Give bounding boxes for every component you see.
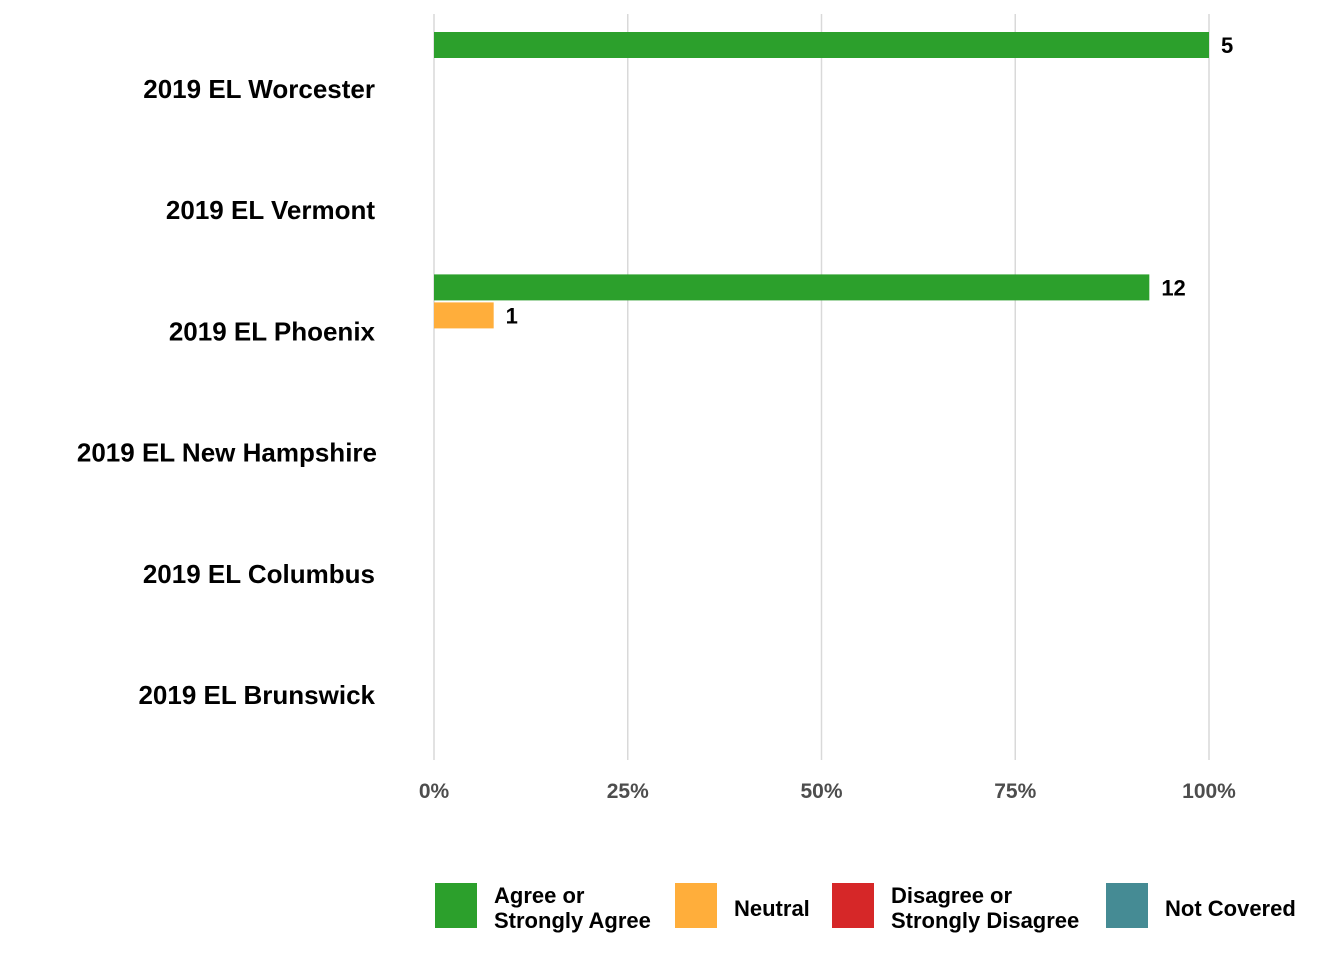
x-tick-label: 25%: [607, 780, 649, 803]
legend-swatch: [1106, 883, 1148, 928]
x-tick-label: 0%: [419, 780, 450, 803]
category-label: 2019 EL Worcester: [143, 74, 375, 104]
legend-label: Disagree or Strongly Disagree: [891, 883, 1079, 933]
bars: 5 12 1: [434, 32, 1233, 329]
bar: [434, 274, 1150, 301]
legend: Agree or Strongly Agree Neutral Disagree or…: [435, 883, 1296, 933]
bar-data-label: 1: [506, 303, 518, 328]
bar: [434, 32, 1209, 58]
x-tick-label: 50%: [800, 780, 842, 803]
legend-label: Neutral: [734, 896, 810, 921]
x-tick-label: 100%: [1182, 780, 1236, 803]
legend-swatch: [675, 883, 717, 928]
category-label: 2019 EL Phoenix: [169, 316, 376, 346]
category-label: 2019 EL Brunswick: [138, 680, 375, 710]
category-label: 2019 EL Vermont: [166, 195, 375, 225]
legend-label: Agree or Strongly Agree: [494, 883, 651, 933]
bar: [434, 302, 494, 329]
bar-data-label: 12: [1161, 275, 1185, 300]
category-label: 2019 EL New Hampshire: [77, 438, 377, 468]
x-tick-label: 75%: [994, 780, 1036, 803]
gridlines: [433, 14, 1210, 760]
category-label: 2019 EL Columbus: [143, 559, 375, 589]
legend-swatch: [435, 883, 477, 928]
bar-data-label: 5: [1221, 33, 1233, 58]
legend-swatch: [832, 883, 874, 928]
category-labels: 2019 EL Worcester 2019 EL Vermont 2019 EL …: [77, 74, 377, 710]
legend-label: Not Covered: [1165, 896, 1296, 921]
x-axis-ticks: 0% 25% 50% 75% 100%: [419, 780, 1236, 803]
